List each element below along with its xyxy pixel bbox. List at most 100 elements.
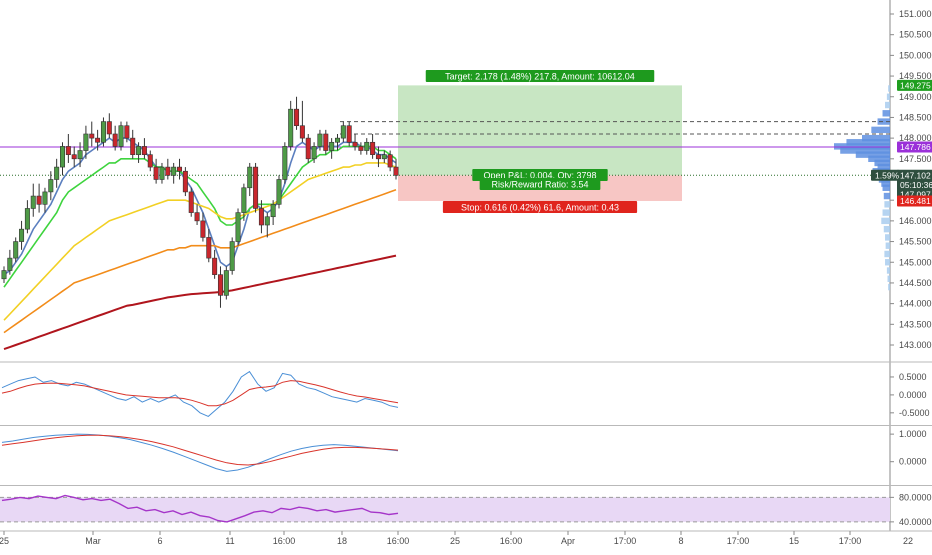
price-tag-bg xyxy=(897,179,932,191)
volume-profile-bar xyxy=(882,110,890,117)
candle-body xyxy=(235,212,241,242)
risk-reward-label-bg xyxy=(479,178,601,190)
candle-body xyxy=(206,237,212,259)
x-tick-label: 22 xyxy=(903,536,913,546)
indicator-line xyxy=(1,380,399,407)
candle-body xyxy=(217,274,223,296)
candle-body xyxy=(317,133,323,147)
candle-body xyxy=(19,228,25,242)
candle-body xyxy=(282,146,288,180)
candle-body xyxy=(130,137,136,155)
candle-body xyxy=(311,146,317,160)
candle-body xyxy=(253,166,259,209)
candle-body xyxy=(334,137,340,143)
candle-body xyxy=(153,166,159,180)
y-tick-label: 143.500 xyxy=(899,319,932,329)
candle-body xyxy=(36,195,42,205)
volume-profile-bar xyxy=(885,101,890,109)
price-tag: 147.097 xyxy=(900,189,931,199)
y-tick-label: 0.0000 xyxy=(899,390,927,400)
x-tick-label: 25 xyxy=(450,536,460,546)
volume-profile-bar xyxy=(871,126,890,134)
y-tick-label: 149.500 xyxy=(899,71,932,81)
y-tick-label: 40.0000 xyxy=(899,517,932,527)
x-tick-label: 17:00 xyxy=(727,536,750,546)
candle-body xyxy=(118,125,124,147)
y-tick-label: 143.000 xyxy=(899,340,932,350)
candle-body xyxy=(136,146,142,155)
volume-profile-bar xyxy=(882,209,890,216)
target-zone xyxy=(398,85,682,176)
x-tick-label: 15 xyxy=(789,536,799,546)
candle-body xyxy=(352,141,358,147)
candle-body xyxy=(200,220,206,238)
candle-body xyxy=(89,133,95,139)
candle-body xyxy=(95,137,101,143)
volume-profile-bar xyxy=(834,143,890,150)
volume-profile-bar xyxy=(877,118,890,125)
candle-body xyxy=(329,141,335,151)
y-tick-label: 150.500 xyxy=(899,30,932,40)
candle-body xyxy=(247,166,253,189)
y-tick-label: 144.000 xyxy=(899,299,932,309)
candle-body xyxy=(100,121,106,143)
y-tick-label: 1.0000 xyxy=(899,429,927,439)
candle-body xyxy=(24,208,30,230)
y-tick-label: 148.000 xyxy=(899,133,932,143)
open-pnl-label: Open P&L: 0.004, Qty: 3798 xyxy=(483,171,596,181)
y-tick-label: 151.000 xyxy=(899,9,932,19)
price-tag: 147.102 xyxy=(900,170,931,180)
y-tick-label: 80.0000 xyxy=(899,492,932,502)
y-tick-label: 0.0000 xyxy=(899,457,927,467)
rsi-band xyxy=(0,497,890,522)
indicator-line xyxy=(1,433,399,472)
volume-profile-bar xyxy=(885,259,890,266)
candle-body xyxy=(194,212,200,222)
price-tag: 146.481 xyxy=(900,196,931,206)
volume-profile-bar xyxy=(862,134,890,142)
price-tag: 147.786 xyxy=(900,142,931,152)
moving-average-line xyxy=(3,189,397,334)
x-tick-label: 6 xyxy=(157,536,162,546)
candle-body xyxy=(393,166,399,176)
x-tick-label: Apr xyxy=(561,536,575,546)
indicator-line xyxy=(1,494,399,523)
candle-body xyxy=(7,257,13,271)
candle-body xyxy=(30,195,36,209)
candle-body xyxy=(375,154,381,160)
y-tick-label: -0.5000 xyxy=(899,408,930,418)
pct-tag: 1.59% xyxy=(875,170,900,180)
volume-profile-bar xyxy=(887,275,890,282)
y-tick-label: 145.000 xyxy=(899,257,932,267)
volume-profile-bar xyxy=(884,201,890,208)
candle-body xyxy=(258,208,264,226)
moving-average-line xyxy=(3,145,397,288)
volume-profile-bar xyxy=(883,192,890,200)
indicator-line xyxy=(1,434,399,466)
candle-body xyxy=(48,179,54,193)
volume-profile-bar xyxy=(874,159,890,167)
x-tick-label: 16:00 xyxy=(500,536,523,546)
candle-body xyxy=(299,125,305,139)
candle-body xyxy=(1,270,7,280)
candle-body xyxy=(124,125,130,139)
volume-profile-bar xyxy=(886,267,890,274)
pct-tag-bg xyxy=(871,169,899,181)
volume-profile-bar xyxy=(885,242,890,249)
y-tick-label: 146.000 xyxy=(899,216,932,226)
x-tick-label: 17:00 xyxy=(614,536,637,546)
x-tick-label: 16:00 xyxy=(387,536,410,546)
candle-body xyxy=(54,166,60,180)
volume-profile-bar xyxy=(888,283,890,291)
candle-body xyxy=(270,204,276,218)
candle-body xyxy=(141,146,147,155)
candle-body xyxy=(188,191,194,213)
volume-profile-bar xyxy=(868,155,890,163)
candle-body xyxy=(60,146,66,168)
volume-profile-bar xyxy=(846,139,890,146)
volume-profile-bar xyxy=(881,180,890,187)
x-tick-label: Mar xyxy=(85,536,101,546)
price-tag: 05:10:36 xyxy=(900,180,932,190)
